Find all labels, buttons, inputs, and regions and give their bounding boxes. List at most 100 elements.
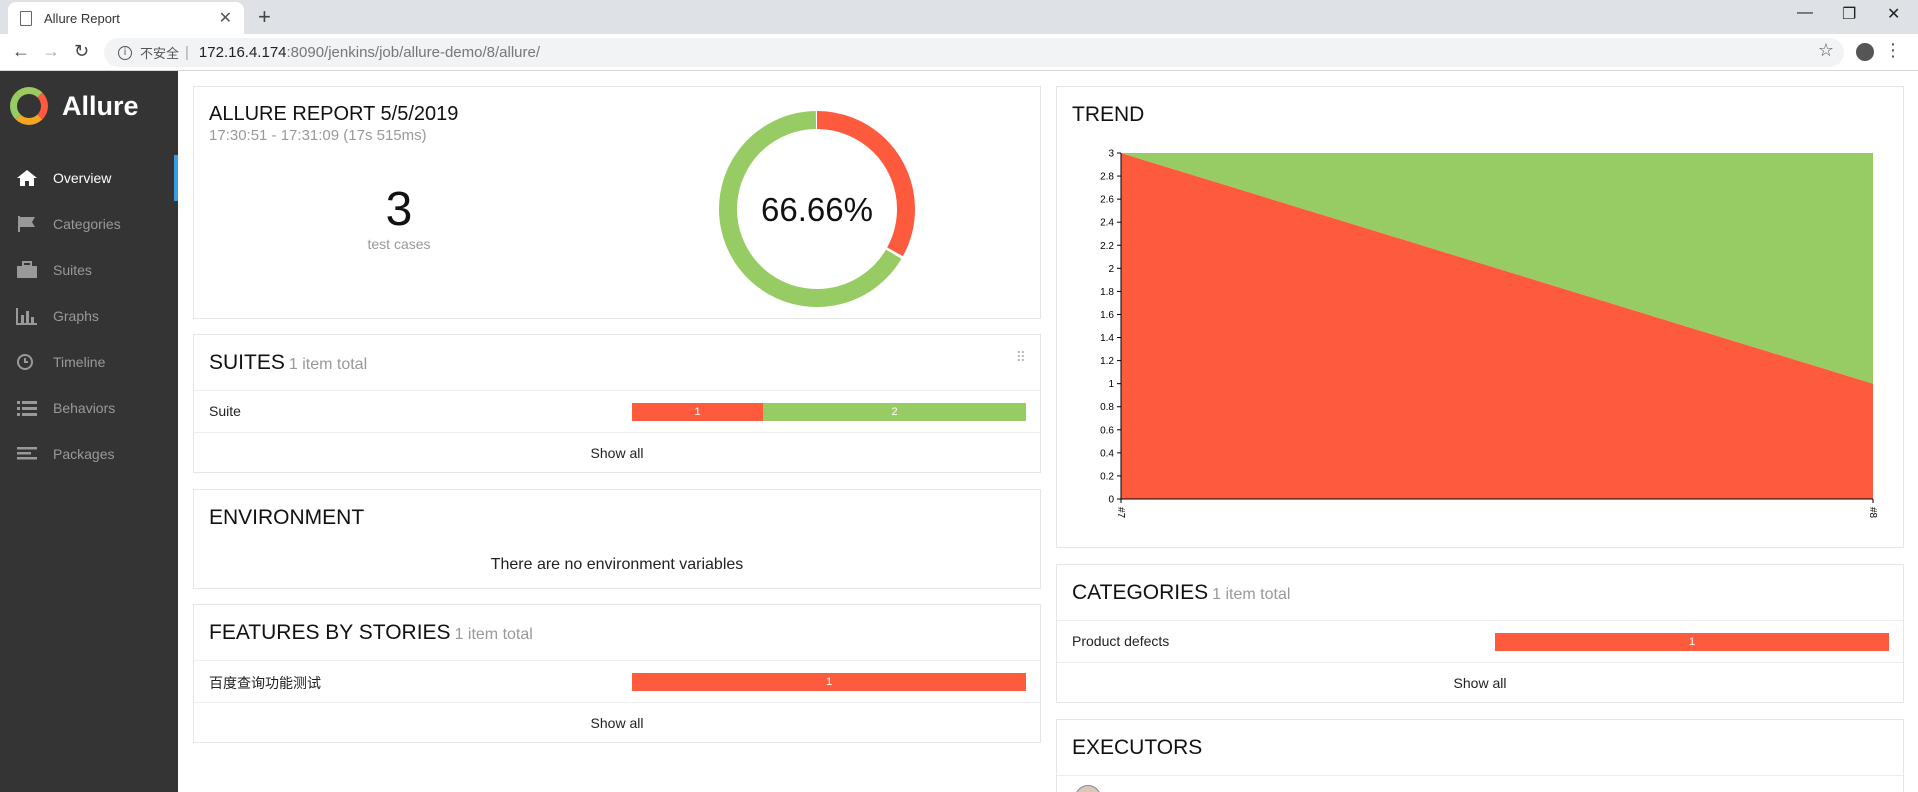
feature-row[interactable]: 百度查询功能测试 1: [194, 660, 1040, 702]
url-host: 172.16.4.174: [198, 44, 287, 61]
suite-row[interactable]: Suite 1 2: [194, 390, 1040, 432]
list-icon: [17, 401, 37, 416]
trend-y-tick-label: 1.8: [1100, 287, 1114, 298]
trend-y-tick-label: 3: [1108, 149, 1114, 160]
reload-icon[interactable]: ↻: [74, 41, 90, 61]
trend-title: TREND: [1072, 103, 1145, 126]
forward-icon[interactable]: →: [42, 41, 60, 61]
sidebar-item-behaviors[interactable]: Behaviors: [0, 385, 178, 431]
trend-y-tick-label: 0.2: [1100, 471, 1114, 482]
clock-icon: [17, 354, 33, 370]
sidebar-item-label: Suites: [53, 262, 92, 278]
trend-y-tick-label: 2.8: [1100, 172, 1114, 183]
suites-title-text: SUITES: [209, 351, 285, 374]
trend-y-tick-label: 1.4: [1100, 333, 1114, 344]
categories-title: CATEGORIES 1 item total: [1072, 581, 1290, 605]
environment-empty-text: There are no environment variables: [490, 556, 744, 573]
suites-widget: SUITES 1 item total ⠿ Suite 1 2 Show all: [193, 334, 1041, 473]
info-icon[interactable]: i: [118, 45, 132, 60]
features-title: FEATURES BY STORIES 1 item total: [209, 621, 533, 645]
browser-tab[interactable]: Allure Report ✕: [8, 2, 244, 34]
test-count: 3: [385, 183, 413, 236]
sidebar-item-suites[interactable]: Suites: [0, 247, 178, 293]
trend-y-tick-label: 1.6: [1100, 310, 1114, 321]
sidebar-item-label: Timeline: [53, 354, 106, 370]
suites-title: SUITES 1 item total: [209, 351, 367, 375]
report-title: ALLURE REPORT 5/5/2019: [209, 103, 459, 125]
restore-icon[interactable]: ❐: [1842, 6, 1857, 23]
url-bar[interactable]: i 不安全 | 172.16.4.174:8090/jenkins/job/al…: [104, 38, 1844, 67]
environment-title: ENVIRONMENT: [209, 506, 365, 529]
trend-y-tick-label: 1.2: [1100, 356, 1114, 367]
brand-logo[interactable]: Allure: [10, 87, 139, 125]
sidebar-item-packages[interactable]: Packages: [0, 431, 178, 477]
browser-tab-bar: Allure Report ✕ + — ❐ ✕: [0, 0, 1918, 34]
sidebar-item-graphs[interactable]: Graphs: [0, 293, 178, 339]
drag-handle-icon[interactable]: ⠿: [1015, 349, 1026, 365]
pass-rate-donut: [719, 111, 915, 307]
trend-y-tick-label: 0.8: [1100, 402, 1114, 413]
close-tab-icon[interactable]: ✕: [218, 10, 232, 27]
align-left-icon: [17, 447, 37, 460]
donut-failed-arc: [719, 111, 915, 307]
profile-avatar-icon[interactable]: [1856, 43, 1874, 61]
features-widget: FEATURES BY STORIES 1 item total 百度查询功能测试…: [193, 604, 1041, 743]
environment-widget: ENVIRONMENT There are no environment var…: [193, 489, 1041, 589]
home-icon: [17, 170, 37, 186]
suites-show-all[interactable]: Show all: [194, 432, 1040, 474]
sidebar-item-label: Packages: [53, 446, 115, 462]
suite-failed-segment: 1: [632, 403, 763, 421]
sidebar-item-label: Behaviors: [53, 400, 116, 416]
trend-y-tick-label: 0.6: [1100, 425, 1114, 436]
minimize-icon[interactable]: —: [1797, 4, 1813, 21]
suite-passed-segment: 2: [763, 403, 1026, 421]
trend-area-passed: [1121, 153, 1873, 384]
trend-y-tick-label: 2.6: [1100, 195, 1114, 206]
sidebar-item-label: Overview: [53, 170, 112, 186]
back-icon[interactable]: ←: [12, 41, 30, 61]
summary-widget: ALLURE REPORT 5/5/2019 17:30:51 - 17:31:…: [193, 86, 1041, 319]
category-row[interactable]: Product defects 1: [1057, 620, 1903, 662]
trend-y-tick-label: 0: [1108, 495, 1114, 506]
sidebar-item-categories[interactable]: Categories: [0, 201, 178, 247]
briefcase-icon: [17, 261, 37, 278]
address-toolbar: ← → ↻ i 不安全 | 172.16.4.174:8090/jenkins/…: [0, 34, 1918, 71]
new-tab-button[interactable]: +: [258, 4, 271, 29]
trend-y-tick-label: 2: [1108, 264, 1114, 275]
suites-subtitle: 1 item total: [288, 356, 368, 373]
feature-name: 百度查询功能测试: [209, 675, 321, 691]
categories-widget: CATEGORIES 1 item total Product defects 1…: [1056, 564, 1904, 703]
trend-widget: TREND 0 0.2 0.4 0.6 0.8 1 1.2 1.4 1.6 1.8 2 2.2 2.4 2…: [1056, 86, 1904, 548]
sidebar: Allure Overview Categories Suites Graphs…: [0, 71, 178, 792]
trend-y-tick-label: 0.4: [1100, 448, 1114, 459]
sidebar-nav: Overview Categories Suites Graphs Timeli…: [0, 155, 178, 477]
category-name: Product defects: [1072, 633, 1170, 649]
executor-row[interactable]: [1057, 775, 1903, 792]
bookmark-star-icon[interactable]: ☆: [1817, 40, 1834, 60]
allure-logo-icon: [10, 87, 48, 125]
bar-chart-icon: [16, 308, 37, 325]
trend-chart: 0 0.2 0.4 0.6 0.8 1 1.2 1.4 1.6 1.8 2 2.2 2.4 2.6 2.8 3…: [1100, 149, 1878, 519]
categories-title-text: CATEGORIES: [1072, 581, 1209, 604]
categories-show-all[interactable]: Show all: [1057, 662, 1903, 704]
sidebar-item-timeline[interactable]: Timeline: [0, 339, 178, 385]
trend-y-tick-label: 1: [1108, 379, 1114, 390]
features-show-all[interactable]: Show all: [194, 702, 1040, 744]
flag-icon: [18, 216, 35, 232]
trend-y-tick-label: 2.4: [1100, 218, 1114, 229]
sidebar-item-label: Categories: [53, 216, 121, 232]
suite-status-bar: 1 2: [632, 403, 1026, 421]
window-close-icon[interactable]: ✕: [1887, 6, 1901, 23]
trend-y-tick-label: 2.2: [1100, 241, 1114, 252]
features-subtitle: 1 item total: [454, 626, 533, 643]
feature-failed-segment: 1: [632, 673, 1026, 691]
pass-rate-label: 66.66%: [761, 191, 873, 228]
categories-subtitle: 1 item total: [1212, 586, 1291, 603]
report-time-range: 17:30:51 - 17:31:09 (17s 515ms): [209, 127, 427, 144]
sidebar-item-label: Graphs: [53, 308, 99, 324]
trend-x-tick-label: #8: [1867, 507, 1878, 519]
menu-kebab-icon[interactable]: ⋮: [1884, 40, 1902, 60]
trend-area-failed: [1121, 153, 1873, 499]
url-path: :8090/jenkins/job/allure-demo/8/allure/: [286, 44, 540, 61]
sidebar-item-overview[interactable]: Overview: [0, 155, 178, 201]
